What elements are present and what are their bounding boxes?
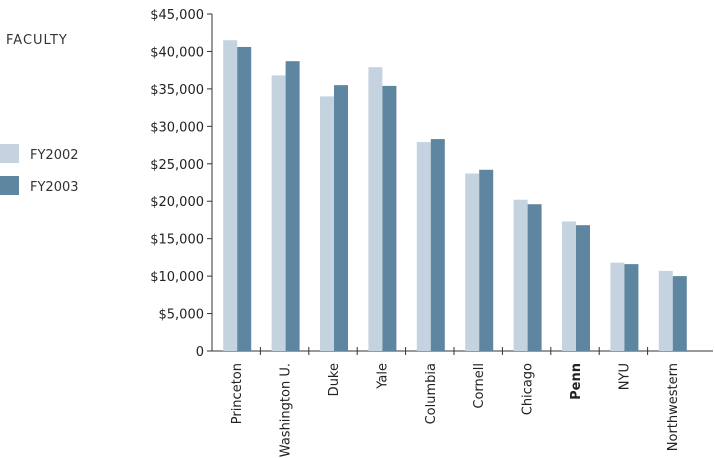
y-tick-label: $20,000 xyxy=(150,195,204,210)
legend-swatch-fy2002 xyxy=(0,144,19,163)
y-tick-label: $10,000 xyxy=(150,270,204,285)
category-labels: Princeton Washington U. Duke Yale Columbia Co… xyxy=(230,363,681,457)
bar-fy2003-yale xyxy=(382,85,397,351)
y-tick-label: $30,000 xyxy=(150,120,204,135)
category-label: Columbia xyxy=(424,363,439,424)
bar-fy2002-penn xyxy=(562,221,576,351)
bar-fy2002-duke xyxy=(320,96,334,351)
bar-fy2003-duke xyxy=(334,85,348,352)
bar-fy2003-chicago xyxy=(527,204,542,351)
bar-fy2002-chicago xyxy=(513,199,528,351)
category-label: Duke xyxy=(327,363,342,396)
y-tick-label: $25,000 xyxy=(150,158,204,173)
y-tick-label: $35,000 xyxy=(150,83,204,98)
legend-swatch-fy2003 xyxy=(0,176,19,195)
bar-fy2002-northwestern xyxy=(658,270,673,351)
category-label: Cornell xyxy=(472,363,487,409)
bar-fy2002-princeton xyxy=(223,40,238,351)
bar-fy2002-columbia xyxy=(416,142,431,351)
category-label: NYU xyxy=(617,363,632,390)
bar-fy2003-northwestern xyxy=(672,276,687,351)
y-tick-label: $15,000 xyxy=(150,233,204,248)
y-tick-label: $5,000 xyxy=(159,308,205,323)
category-label: Yale xyxy=(375,363,390,390)
bars xyxy=(223,40,687,352)
bar-fy2003-penn xyxy=(576,225,590,351)
category-label: Chicago xyxy=(521,363,536,415)
category-label: Penn xyxy=(569,363,584,400)
bar-fy2003-nyu xyxy=(624,264,639,351)
side-title: FACULTY xyxy=(6,33,68,48)
category-label: Washington U. xyxy=(279,363,294,457)
bar-fy2002-cornell xyxy=(465,173,480,351)
y-tick-label: $45,000 xyxy=(150,8,204,23)
bar-fy2003-cornell xyxy=(479,169,494,351)
bar-fy2003-princeton xyxy=(237,46,252,351)
y-tick-label: $40,000 xyxy=(150,45,204,60)
legend: FY2002 FY2003 xyxy=(0,144,79,195)
category-label: Northwestern xyxy=(666,363,681,451)
bar-fy2003-washington-u xyxy=(285,61,300,352)
category-label: Princeton xyxy=(230,363,245,424)
bar-fy2002-washington-u xyxy=(271,75,286,352)
legend-label-fy2003: FY2003 xyxy=(30,180,79,195)
legend-label-fy2002: FY2002 xyxy=(30,148,79,163)
y-axis: 0 $5,000 $10,000 $15,000 $20,000 $25,000 $30,0… xyxy=(150,8,213,360)
bar-fy2002-yale xyxy=(368,67,383,351)
y-tick-label: 0 xyxy=(196,345,204,360)
bar-fy2003-columbia xyxy=(430,139,445,351)
bar-fy2002-nyu xyxy=(610,262,625,351)
